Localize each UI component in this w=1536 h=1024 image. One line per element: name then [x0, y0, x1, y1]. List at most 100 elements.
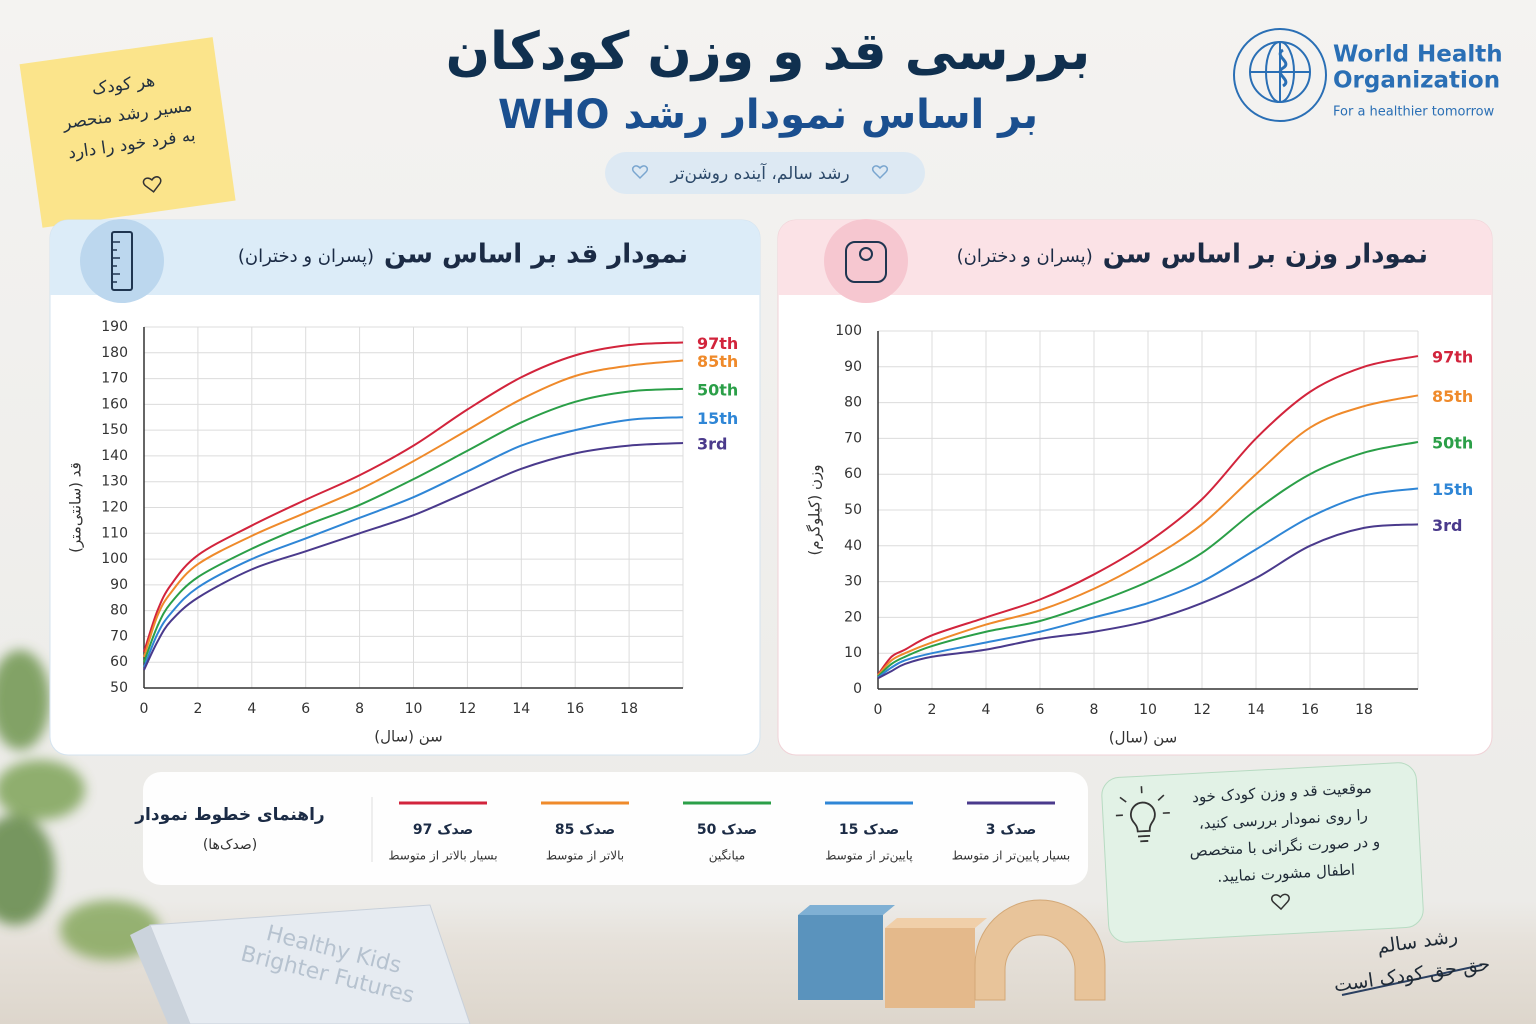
x-tick-label: 4	[247, 701, 256, 717]
sticky-paper	[19, 37, 236, 228]
y-tick-label: 110	[101, 525, 128, 541]
x-tick-label: 6	[1036, 702, 1045, 718]
y-tick-label: 30	[844, 574, 862, 590]
logo-name: Organization	[1333, 68, 1500, 94]
height-card	[49, 219, 761, 756]
y-tick-label: 60	[844, 466, 862, 482]
legend-description: بالاتر از متوسط	[546, 849, 624, 864]
series-label: 50th	[697, 380, 738, 399]
book	[130, 904, 471, 1024]
card-header	[50, 220, 760, 295]
legend-subtitle: (صدک‌ها)	[203, 837, 257, 853]
plant	[0, 650, 160, 960]
x-tick-label: 12	[458, 701, 476, 717]
y-tick-label: 120	[101, 500, 128, 516]
y-tick-label: 140	[101, 448, 128, 464]
bulb-rays	[1115, 786, 1170, 817]
toy-blocks	[798, 899, 1106, 1008]
series-label: 85th	[697, 352, 738, 371]
x-tick-label: 2	[928, 702, 937, 718]
x-tick-label: 8	[355, 701, 364, 717]
y-tick-label: 90	[110, 577, 128, 593]
ruler-ticks	[112, 241, 120, 283]
x-axis-label: سن (سال)	[1109, 729, 1178, 747]
x-tick-label: 16	[1301, 702, 1319, 718]
legend-description: بسیار بالاتر از متوسط	[388, 849, 497, 864]
y-tick-label: 180	[101, 345, 128, 361]
series-label: 15th	[697, 409, 738, 428]
series-label: 97th	[1432, 348, 1473, 367]
y-tick-label: 70	[110, 628, 128, 644]
x-tick-label: 10	[1139, 702, 1157, 718]
x-tick-label: 0	[140, 701, 149, 717]
y-tick-label: 100	[101, 551, 128, 567]
y-tick-label: 60	[110, 654, 128, 670]
page-title: بررسی قد و وزن کودکان	[446, 22, 1091, 82]
percentile-line	[877, 355, 1419, 676]
percentile-line	[877, 394, 1419, 677]
x-tick-label: 6	[301, 701, 310, 717]
x-tick-label: 2	[193, 701, 202, 717]
y-tick-label: 170	[101, 371, 128, 387]
legend-description: بسیار پایین‌تر از متوسط	[952, 849, 1070, 864]
percentile-line	[877, 440, 1419, 678]
x-tick-label: 8	[1090, 702, 1099, 718]
scale-dial	[859, 247, 873, 261]
page-subtitle: بر اساس نمودار رشد WHO	[498, 92, 1038, 138]
chart-title: نمودار وزن بر اساس سن	[1103, 240, 1428, 270]
heart-icon	[871, 165, 889, 180]
heart-icon	[142, 176, 162, 193]
y-tick-label: 0	[853, 681, 862, 697]
weight-card	[777, 219, 1493, 756]
icon-circle	[80, 219, 164, 303]
percentile-line	[877, 487, 1419, 679]
legend-description: میانگین	[709, 849, 745, 864]
underline	[1341, 964, 1483, 996]
legend-box	[143, 772, 1088, 885]
y-tick-label: 130	[101, 474, 128, 490]
chart-title: نمودار قد بر اساس سن	[384, 240, 688, 270]
info-card	[1101, 762, 1424, 943]
y-tick-label: 40	[844, 538, 862, 554]
legend-title: راهنمای خطوط نمودار	[134, 805, 324, 825]
y-tick-label: 90	[844, 359, 862, 375]
x-tick-label: 12	[1193, 702, 1211, 718]
y-tick-label: 50	[110, 680, 128, 696]
who-emblem	[1233, 28, 1327, 122]
legend-label: صدک 3	[986, 822, 1037, 838]
y-tick-label: 80	[844, 395, 862, 411]
card	[49, 219, 761, 756]
x-tick-label: 10	[405, 701, 423, 717]
legend-description: پایین‌تر از متوسط	[825, 849, 913, 864]
x-tick-label: 16	[566, 701, 584, 717]
chart-subtitle: (پسران و دختران)	[238, 246, 374, 267]
legend-label: صدک 15	[839, 822, 899, 838]
y-tick-label: 50	[844, 502, 862, 518]
x-tick-label: 4	[982, 702, 991, 718]
card-header	[778, 220, 1492, 295]
heart-icon	[631, 165, 649, 180]
x-tick-label: 0	[874, 702, 883, 718]
series-label: 3rd	[697, 435, 727, 454]
x-tick-label: 14	[512, 701, 530, 717]
percentile-line	[143, 416, 684, 668]
y-tick-label: 190	[101, 319, 128, 335]
tagline: رشد سالم، آینده روشن‌تر	[669, 162, 849, 184]
y-axis-label: وزن (کیلوگرم)	[806, 464, 824, 555]
y-tick-label: 150	[101, 422, 128, 438]
series-label: 50th	[1432, 433, 1473, 452]
y-axis-label: قد (سانتی‌متر)	[67, 462, 85, 553]
x-axis-label: سن (سال)	[374, 728, 443, 746]
logo-name: World Health	[1333, 42, 1503, 68]
logo-slogan: For a healthier tomorrow	[1333, 105, 1495, 120]
chart-subtitle: (پسران و دختران)	[957, 246, 1093, 267]
x-tick-label: 18	[620, 701, 638, 717]
y-tick-label: 100	[835, 323, 862, 339]
y-tick-label: 160	[101, 396, 128, 412]
series-label: 3rd	[1432, 516, 1462, 535]
y-tick-label: 10	[844, 645, 862, 661]
tagline-pill	[605, 152, 925, 194]
